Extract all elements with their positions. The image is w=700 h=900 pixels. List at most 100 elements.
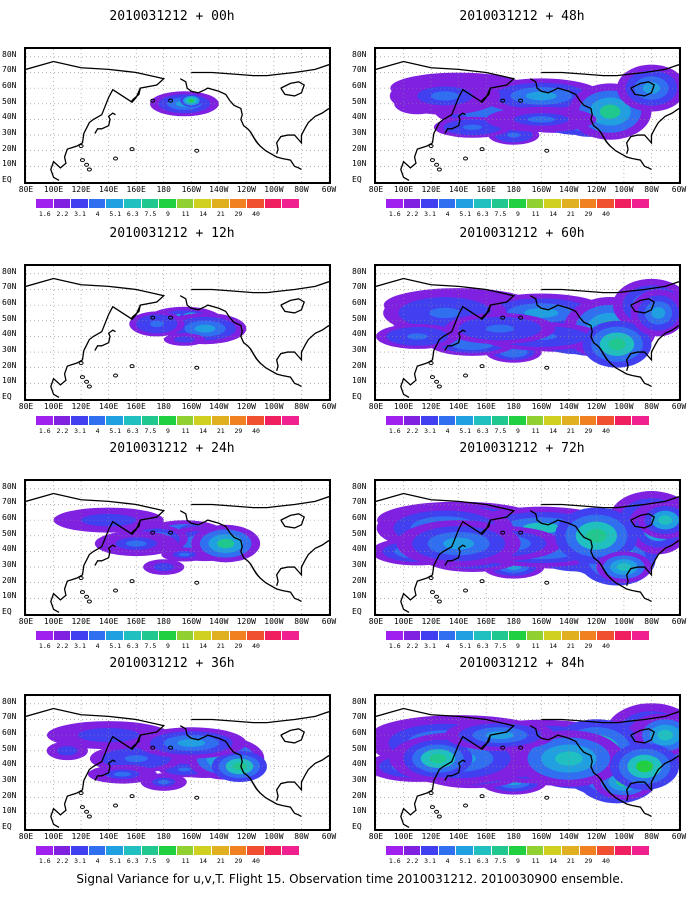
signal-contour: [642, 82, 661, 94]
colorbar-tick-label: 3.1: [424, 427, 436, 435]
longitude-tick-label: 160E: [126, 832, 146, 841]
latitude-tick-label: 50N: [352, 743, 367, 753]
coastline: [26, 277, 166, 399]
coastline: [280, 81, 306, 97]
colorbar-swatch: [544, 846, 562, 855]
colorbar-tick-label: 3.1: [74, 427, 86, 435]
longitude-tick-label: 140W: [559, 617, 579, 626]
latitude-tick-label: 10N: [2, 591, 17, 601]
signal-contour: [462, 124, 483, 130]
latitude-tick-label: 70N: [352, 65, 367, 75]
island-outline: [479, 579, 485, 584]
latitude-axis-labels: 80N 70N 60N 50N 40N 30N 20N 10N EQ: [352, 477, 374, 618]
colorbar-tick-label: 21: [566, 642, 575, 650]
colorbar-swatch: [141, 631, 160, 640]
coastline: [541, 281, 679, 294]
colorbar-swatch: [71, 846, 89, 855]
signal-contour: [177, 767, 191, 772]
colorbar-tick-label: 3.1: [74, 857, 86, 865]
colorbar-swatch: [597, 199, 615, 208]
signal-contour: [188, 99, 195, 103]
latitude-tick-label: 10N: [2, 159, 17, 169]
colorbar-tick-label: 29: [584, 210, 593, 218]
coastline: [280, 298, 306, 314]
longitude-tick-label: 160E: [126, 402, 146, 411]
island-outline: [500, 98, 506, 103]
coastline: [599, 778, 611, 794]
colorbar-swatch: [176, 199, 195, 208]
island-outline: [463, 803, 469, 808]
colorbar-swatch: [36, 199, 54, 208]
longitude-tick-label: 140E: [448, 185, 469, 194]
signal-variance-map: [24, 479, 331, 616]
latitude-tick-label: EQ: [352, 175, 362, 184]
latitude-tick-label: 40N: [2, 329, 17, 339]
latitude-tick-label: EQ: [352, 607, 362, 616]
colorbar-swatch: [509, 416, 527, 425]
colorbar-swatch: [579, 846, 598, 855]
latitude-tick-label: 80N: [2, 266, 17, 276]
longitude-tick-label: 160W: [531, 402, 551, 411]
colorbar-swatch: [438, 846, 457, 855]
longitude-tick-label: 60W: [671, 617, 687, 626]
longitude-tick-label: 160E: [476, 832, 496, 841]
colorbar-tick-label: 5.1: [459, 210, 472, 218]
colorbar-tick-label: 11: [531, 427, 540, 435]
longitude-tick-label: 60W: [321, 402, 337, 411]
colorbar-tick-label: 14: [199, 642, 208, 650]
colorbar-swatch: [247, 631, 265, 640]
longitude-tick-label: 100E: [43, 617, 64, 626]
island-outline: [428, 791, 434, 796]
coastline: [275, 107, 329, 155]
longitude-tick-label: 120W: [236, 832, 256, 841]
coastline: [444, 759, 466, 781]
colorbar-tick-label: 6.3: [476, 857, 489, 865]
colorbar-swatch: [509, 631, 527, 640]
colorbar-swatch: [71, 199, 89, 208]
longitude-tick-label: 160E: [476, 402, 496, 411]
island-outline: [429, 805, 435, 810]
longitude-tick-label: 140E: [98, 617, 119, 626]
longitude-tick-label: 140W: [209, 185, 229, 194]
longitude-tick-label: 140W: [559, 402, 579, 411]
longitude-tick-label: 140W: [209, 832, 229, 841]
latitude-tick-label: 80N: [2, 481, 17, 491]
longitude-tick-label: 180: [156, 617, 171, 626]
island-outline: [434, 594, 440, 599]
coastline: [130, 87, 141, 103]
colorbar-swatch: [211, 416, 230, 425]
latitude-tick-label: EQ: [2, 822, 12, 831]
coastline: [625, 754, 679, 802]
colorbar-swatch: [421, 846, 439, 855]
longitude-tick-label: 120W: [586, 617, 606, 626]
latitude-axis-labels: 80N 70N 60N 50N 40N 30N 20N 10N EQ: [352, 692, 374, 833]
colorbar-tick-label: 1.6: [38, 427, 51, 435]
colorbar-tick-label: 11: [181, 427, 190, 435]
latitude-tick-label: 60N: [352, 298, 367, 308]
coastline: [480, 304, 491, 320]
signal-contour: [608, 338, 626, 351]
longitude-tick-label: 120E: [421, 402, 441, 411]
colorbar-swatch: [456, 199, 474, 208]
longitude-tick-label: 80E: [18, 617, 34, 626]
colorbar-swatch: [123, 846, 142, 855]
island-outline: [78, 576, 84, 581]
latitude-tick-label: 40N: [352, 544, 367, 554]
latitude-tick-label: 80N: [352, 696, 367, 706]
colorbar-swatch: [53, 846, 72, 855]
colorbar-tick-label: 6.3: [126, 857, 139, 865]
colorbar-swatch: [264, 416, 283, 425]
colorbar-swatch: [632, 416, 650, 425]
colorbar-tick-label: 40: [602, 857, 610, 865]
latitude-axis-labels: 80N 70N 60N 50N 40N 30N 20N 10N EQ: [2, 477, 24, 618]
colorbar-labels: 1.6 2.2 3.1 4 5.1 6.3 7.5 9 11 14 21 29 40: [36, 428, 300, 436]
colorbar-tick-label: 40: [252, 857, 260, 865]
coastline: [275, 754, 329, 802]
signal-contour: [406, 333, 428, 340]
colorbar-tick-label: 7.5: [144, 427, 157, 435]
colorbar-swatch: [106, 631, 124, 640]
colorbar-swatch: [614, 416, 633, 425]
colorbar-tick-label: 7.5: [144, 642, 157, 650]
island-outline: [168, 745, 174, 750]
coastline: [94, 329, 116, 351]
